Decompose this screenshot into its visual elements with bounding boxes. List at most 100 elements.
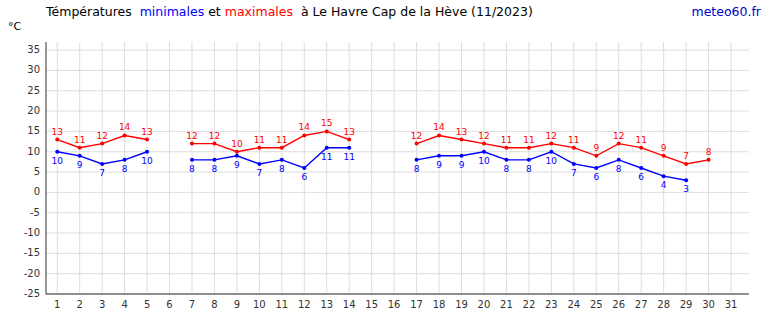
tick-label: 1 — [54, 299, 60, 310]
point — [482, 150, 486, 154]
grid-line — [551, 42, 552, 294]
tick-label: 6 — [166, 299, 172, 310]
axes: -25-20-15-10-505101520253035123456789101… — [24, 42, 749, 310]
tick-label: 19 — [455, 299, 468, 310]
data-label: 8 — [706, 147, 712, 157]
tick-label: 31 — [725, 299, 738, 310]
grid-line — [46, 70, 749, 71]
tick-label: 26 — [612, 299, 625, 310]
data-label: 12 — [478, 131, 489, 141]
point — [145, 138, 149, 142]
data-label: 13 — [456, 127, 467, 137]
point — [639, 166, 643, 170]
point — [235, 150, 239, 154]
data-label: 12 — [411, 131, 422, 141]
tick-label: 3 — [99, 299, 105, 310]
data-label: 11 — [501, 135, 512, 145]
point — [460, 138, 464, 142]
data-label: 14 — [433, 122, 445, 132]
tick-label: 18 — [433, 299, 446, 310]
data-label: 12 — [209, 131, 220, 141]
tick-label: 23 — [545, 299, 558, 310]
point — [527, 158, 531, 162]
grid-line — [147, 42, 148, 294]
point — [145, 150, 149, 154]
point — [302, 133, 306, 137]
data-label: 14 — [299, 122, 311, 132]
plot-area — [55, 129, 710, 182]
grid-line — [708, 42, 709, 294]
grid-line — [46, 233, 749, 234]
point — [100, 142, 104, 146]
data-label: 10 — [141, 156, 153, 166]
tick-label: 7 — [189, 299, 195, 310]
tick-label: 11 — [275, 299, 288, 310]
data-label: 11 — [635, 135, 646, 145]
tick-label: 17 — [410, 299, 423, 310]
tick-label: 30 — [702, 299, 715, 310]
point — [415, 158, 419, 162]
point — [302, 166, 306, 170]
data-label: 3 — [683, 184, 689, 194]
grid-line — [46, 212, 749, 213]
data-label: 6 — [593, 172, 599, 182]
grid — [46, 42, 749, 294]
data-label: 12 — [613, 131, 624, 141]
tick-label: 15 — [27, 125, 40, 136]
tick-label: 22 — [523, 299, 536, 310]
point — [617, 158, 621, 162]
tick-label: -5 — [30, 207, 40, 218]
grid-line — [663, 42, 664, 294]
point — [482, 142, 486, 146]
point — [190, 158, 194, 162]
point — [437, 154, 441, 158]
grid-line — [394, 42, 395, 294]
tick-label: 25 — [27, 85, 40, 96]
tick-label: -15 — [24, 247, 40, 258]
grid-line — [731, 42, 732, 294]
data-label: 12 — [96, 131, 107, 141]
data-label: 10 — [546, 156, 558, 166]
point — [78, 154, 82, 158]
tick-label: 10 — [253, 299, 266, 310]
point — [707, 158, 711, 162]
data-label: 7 — [99, 168, 105, 178]
grid-line — [326, 42, 327, 294]
point — [257, 162, 261, 166]
data-label: 8 — [504, 164, 510, 174]
data-label: 15 — [321, 118, 332, 128]
axis-label: °C — [8, 20, 22, 33]
tick-label: 29 — [680, 299, 693, 310]
point — [257, 146, 261, 150]
data-label: 11 — [74, 135, 85, 145]
tick-label: 20 — [478, 299, 491, 310]
point — [549, 150, 553, 154]
grid-line — [46, 151, 749, 152]
point — [594, 154, 598, 158]
tick-label: 0 — [34, 186, 40, 197]
grid-line — [46, 111, 749, 112]
data-label: 11 — [568, 135, 579, 145]
line — [57, 131, 708, 164]
point — [280, 146, 284, 150]
data-label: 13 — [141, 127, 152, 137]
point — [594, 166, 598, 170]
tick-label: 35 — [27, 44, 40, 55]
point — [662, 154, 666, 158]
point — [347, 138, 351, 142]
point — [55, 138, 59, 142]
tick-label: 9 — [234, 299, 240, 310]
data-label: 9 — [661, 143, 667, 153]
point — [325, 129, 329, 133]
data-label: 4 — [661, 180, 667, 190]
data-label: 8 — [122, 164, 128, 174]
data-label: 9 — [459, 160, 465, 170]
point — [212, 158, 216, 162]
point — [123, 158, 127, 162]
point — [190, 142, 194, 146]
point — [415, 142, 419, 146]
point — [123, 133, 127, 137]
data-label: 6 — [638, 172, 644, 182]
point — [437, 133, 441, 137]
data-label: 10 — [478, 156, 490, 166]
